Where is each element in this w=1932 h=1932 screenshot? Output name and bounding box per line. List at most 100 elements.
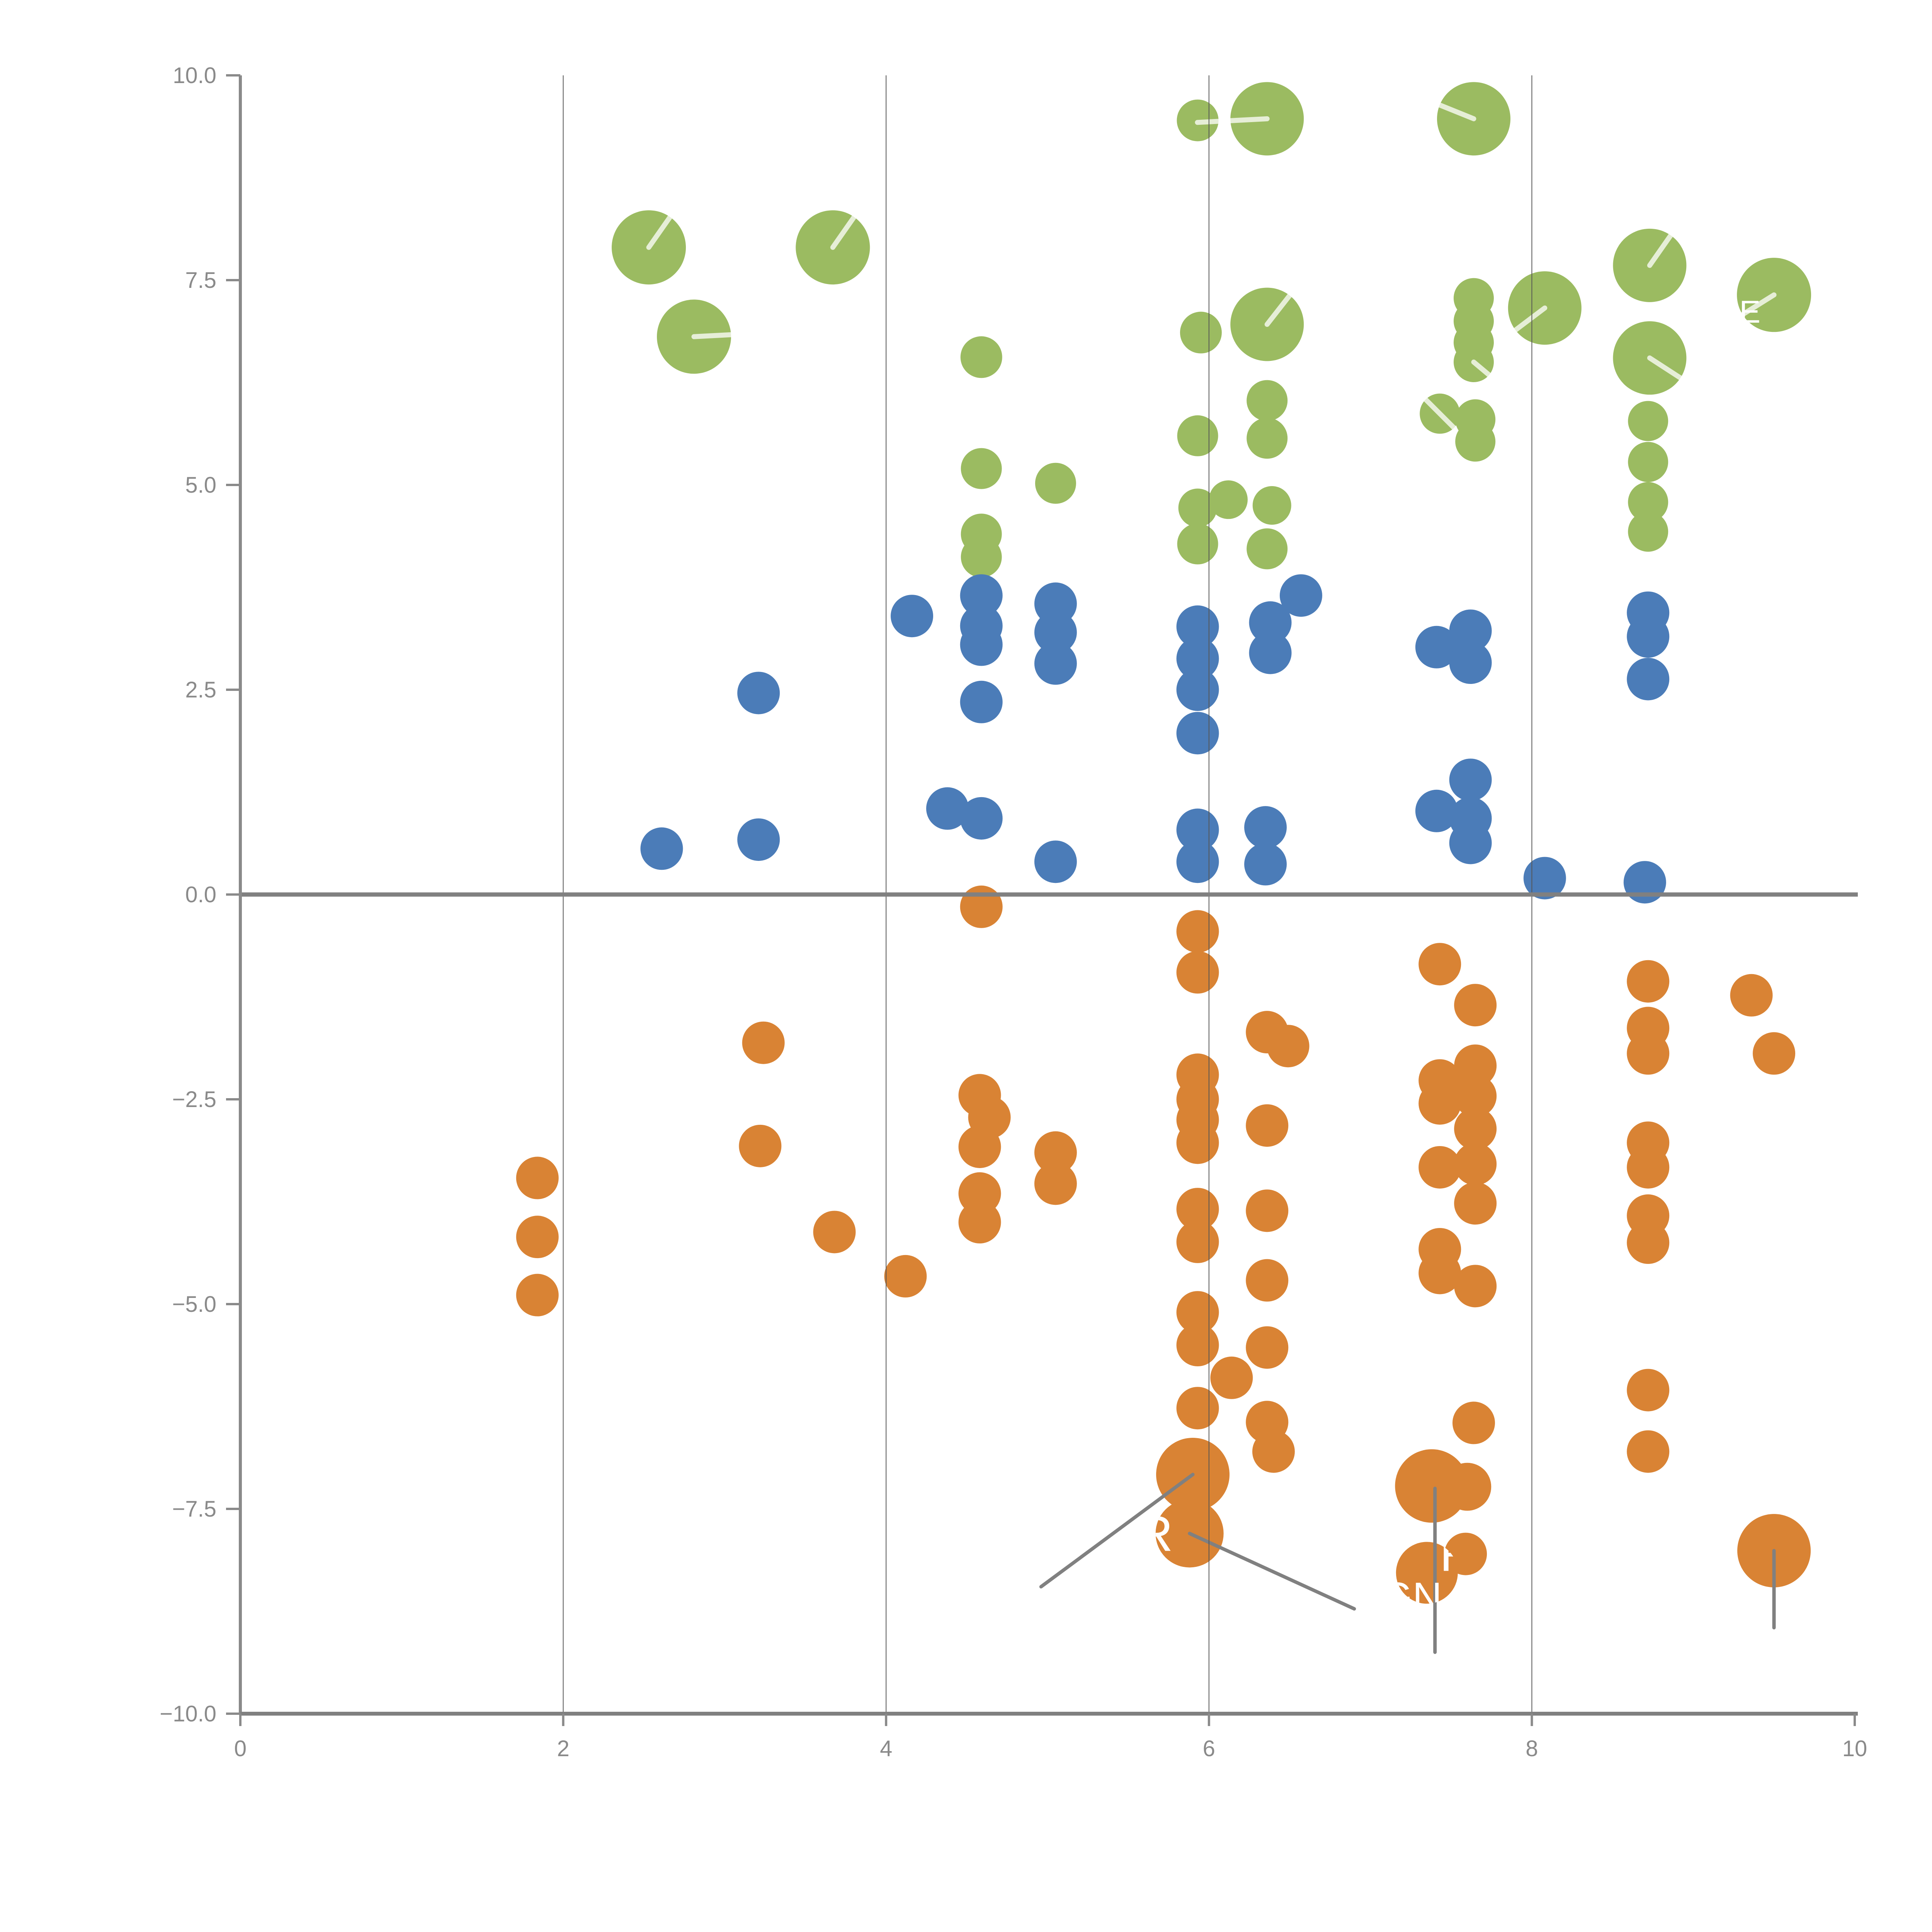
blue-bubble bbox=[1034, 642, 1077, 685]
orange-bubble bbox=[1454, 1143, 1497, 1185]
orange-bubble bbox=[1443, 1463, 1492, 1511]
green-bubble bbox=[961, 536, 1002, 578]
bubble-leader-line-white bbox=[1471, 359, 1495, 380]
bubble-leader-line-white bbox=[691, 332, 739, 339]
bubbles-layer bbox=[516, 82, 1811, 1604]
orange-bubble bbox=[1396, 1542, 1458, 1604]
orange-bubble bbox=[1176, 951, 1219, 994]
blue-bubble bbox=[737, 672, 780, 714]
orange-bubble bbox=[1176, 1387, 1219, 1430]
bubble-leader-line-white bbox=[1647, 355, 1684, 381]
orange-bubble bbox=[1730, 974, 1773, 1017]
orange-bubble bbox=[1176, 1121, 1219, 1164]
blue-bubble bbox=[1627, 658, 1670, 701]
green-bubble bbox=[1628, 401, 1668, 441]
blue-bubble bbox=[1176, 712, 1219, 755]
green-bubble bbox=[1178, 488, 1217, 527]
orange-bubble bbox=[1627, 1032, 1670, 1075]
blue-bubble bbox=[1449, 641, 1492, 684]
orange-bubble bbox=[516, 1216, 559, 1259]
blue-bubble bbox=[1244, 806, 1287, 849]
bubble-leader-line-white bbox=[830, 214, 857, 250]
blue-bubble bbox=[1627, 615, 1670, 658]
bubble-leader-line-white bbox=[1264, 292, 1293, 327]
axes-layer: 10.0 7.5 5.0 2.5 0.0 −2.5 −5.0 −7.5 −10.0 0 2 4 6 8 10 bbox=[160, 63, 1867, 1761]
bubble-leader-line-white bbox=[1423, 396, 1457, 431]
orange-bubble bbox=[1454, 1075, 1497, 1117]
blue-bubble bbox=[1034, 611, 1077, 654]
white-leader-lines-layer bbox=[646, 100, 1777, 431]
blue-bubble bbox=[1176, 840, 1219, 883]
bubble-leader-line-white bbox=[1512, 305, 1548, 333]
blue-bubble bbox=[1176, 605, 1219, 648]
blue-bubble bbox=[1449, 759, 1492, 801]
orange-bubble bbox=[1454, 1044, 1497, 1087]
orange-bubble bbox=[1034, 1131, 1077, 1174]
blue-bubble bbox=[1249, 631, 1292, 674]
blue-bubble bbox=[1244, 843, 1287, 886]
orange-bubble bbox=[1210, 1356, 1253, 1399]
orange-bubble bbox=[516, 1274, 559, 1316]
green-bubble bbox=[1247, 528, 1288, 570]
orange-bubble bbox=[884, 1255, 927, 1298]
orange-bubble bbox=[1395, 1449, 1469, 1523]
green-bubble bbox=[1247, 380, 1288, 421]
blue-bubble bbox=[926, 787, 969, 830]
green-bubble bbox=[1455, 421, 1496, 462]
orange-bubble bbox=[1454, 1182, 1497, 1225]
blue-bubble bbox=[960, 623, 1003, 666]
orange-bubble bbox=[1034, 1162, 1077, 1205]
y-tick-label: −10.0 bbox=[160, 1701, 216, 1726]
green-bubble bbox=[1628, 511, 1668, 552]
orange-bubble bbox=[1753, 1032, 1796, 1075]
orange-bubble bbox=[1267, 1025, 1310, 1068]
annotation-leader-line bbox=[1188, 1532, 1356, 1611]
orange-bubble bbox=[1418, 1252, 1461, 1294]
green-bubble bbox=[1628, 442, 1668, 482]
bubble-leader-line-white bbox=[646, 214, 673, 250]
blue-bubble bbox=[1279, 574, 1322, 617]
y-tick-label: 5.0 bbox=[185, 473, 216, 498]
blue-bubble bbox=[960, 797, 1003, 840]
blue-bubble bbox=[1176, 668, 1219, 711]
green-bubble bbox=[1180, 311, 1222, 354]
orange-bubble bbox=[1418, 1082, 1461, 1125]
orange-bubble bbox=[1176, 910, 1219, 953]
blue-bubble bbox=[1449, 821, 1492, 864]
blue-bubble bbox=[1415, 789, 1458, 832]
blue-bubble bbox=[1176, 637, 1219, 680]
orange-bubble bbox=[958, 1125, 1001, 1168]
orange-bubble bbox=[960, 885, 1003, 928]
blue-bubble bbox=[1523, 857, 1566, 900]
orange-bubble bbox=[1454, 1107, 1497, 1150]
green-bubble bbox=[1177, 415, 1218, 456]
x-tick-label: 6 bbox=[1203, 1736, 1215, 1761]
x-tick-label: 8 bbox=[1526, 1736, 1538, 1761]
green-bubble bbox=[1628, 482, 1668, 522]
blue-bubble bbox=[1176, 808, 1219, 851]
x-tick-label: 2 bbox=[557, 1736, 569, 1761]
orange-bubble bbox=[1627, 1430, 1670, 1473]
blue-bubble bbox=[891, 595, 934, 638]
y-tick-label: 0.0 bbox=[185, 882, 216, 907]
orange-bubble bbox=[1246, 1259, 1289, 1302]
x-tick-label: 4 bbox=[880, 1736, 892, 1761]
orange-bubble bbox=[1176, 1291, 1219, 1334]
orange-bubble bbox=[1627, 1369, 1670, 1412]
green-bubble bbox=[961, 448, 1002, 489]
x-tick-label: 10 bbox=[1842, 1736, 1867, 1761]
green-bubble bbox=[1209, 480, 1248, 519]
y-tick-label: 10.0 bbox=[173, 63, 216, 88]
bubble-leader-line-white bbox=[1647, 232, 1674, 268]
bubble-label: CE bbox=[1716, 294, 1760, 330]
orange-bubble bbox=[739, 1124, 782, 1167]
green-bubble bbox=[960, 336, 1002, 378]
bubble-leader-line-white bbox=[1737, 292, 1777, 319]
orange-bubble bbox=[1252, 1430, 1295, 1473]
orange-bubble bbox=[1452, 1401, 1495, 1444]
annotation-leader-line bbox=[1039, 1473, 1195, 1588]
orange-bubble bbox=[1176, 1324, 1219, 1366]
green-bubble bbox=[1247, 418, 1288, 459]
orange-bubble bbox=[516, 1156, 559, 1199]
